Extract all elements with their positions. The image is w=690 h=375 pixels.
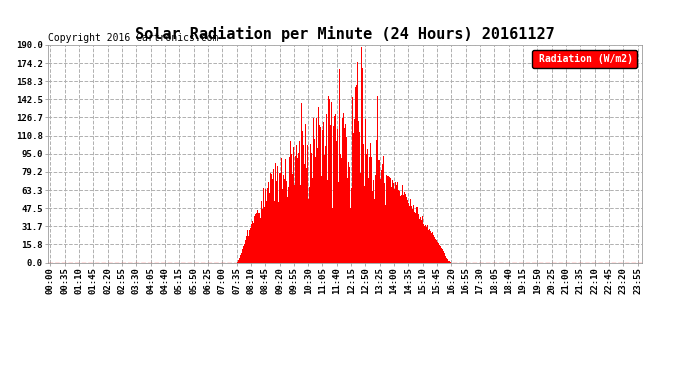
Text: Copyright 2016 Cartronics.com: Copyright 2016 Cartronics.com: [48, 33, 219, 43]
Legend: Radiation (W/m2): Radiation (W/m2): [532, 50, 637, 68]
Title: Solar Radiation per Minute (24 Hours) 20161127: Solar Radiation per Minute (24 Hours) 20…: [135, 27, 555, 42]
